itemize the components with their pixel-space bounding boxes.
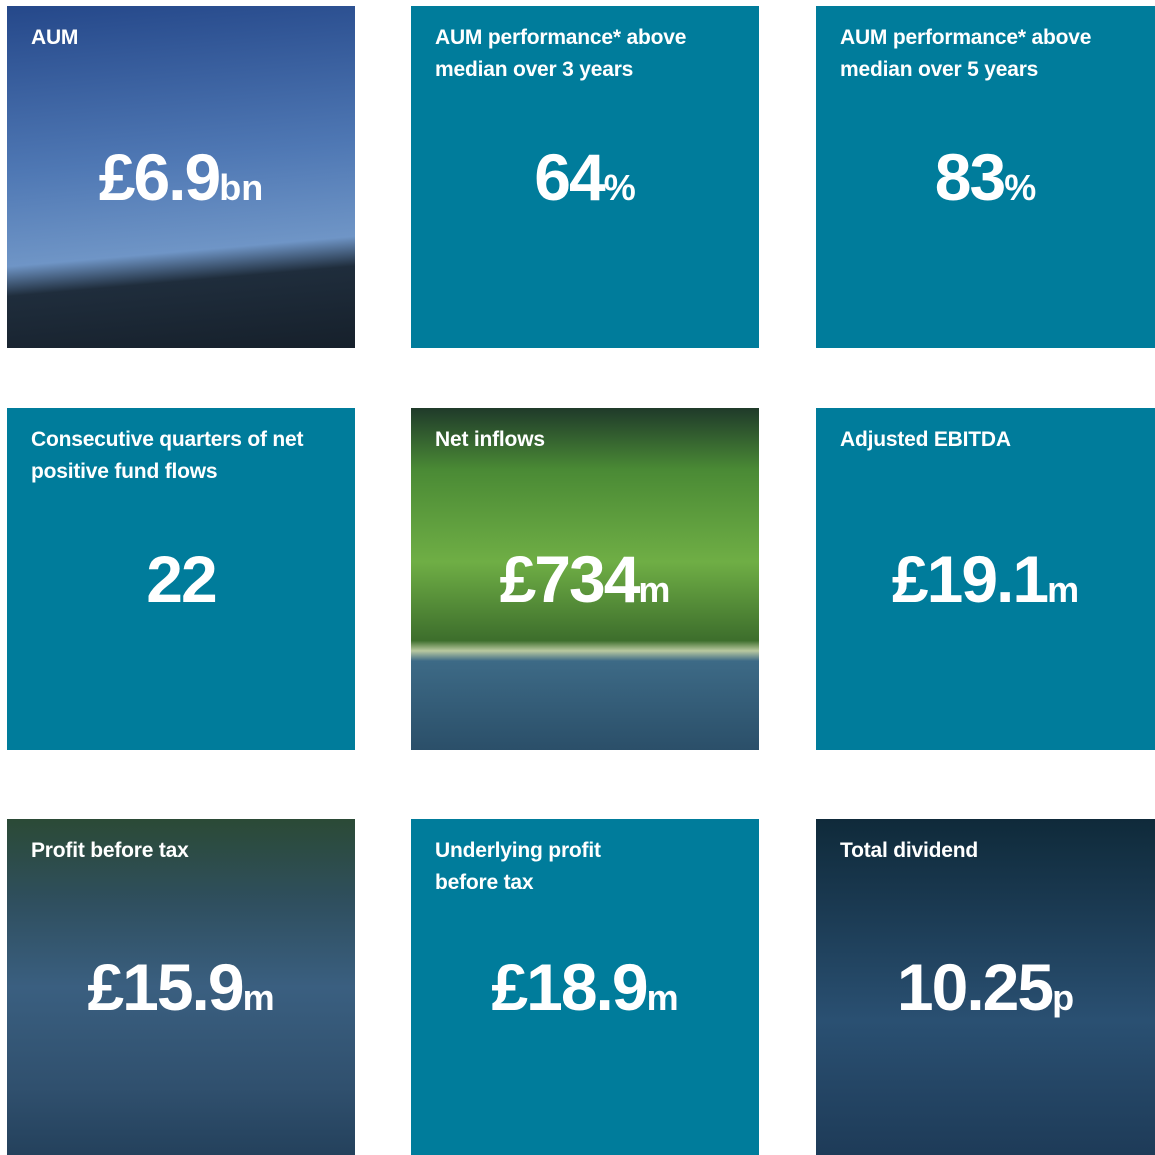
kpi-tile: Consecutive quarters of net positive fun…	[7, 408, 355, 750]
kpi-value: £19.1	[891, 542, 1049, 616]
kpi-figure: £18.9m	[411, 949, 759, 1025]
kpi-value: £15.9	[87, 950, 244, 1024]
kpi-figure: £19.1m	[816, 541, 1155, 617]
kpi-label: AUM performance* above median over 5 yea…	[840, 26, 1092, 81]
kpi-tile: Profit before tax £15.9m	[7, 819, 355, 1155]
kpi-unit: bn	[219, 167, 264, 208]
kpi-value: 22	[146, 542, 217, 616]
kpi-unit: p	[1052, 977, 1075, 1018]
kpi-unit: m	[1047, 569, 1080, 610]
kpi-unit: m	[638, 569, 671, 610]
kpi-figure: 10.25p	[816, 949, 1155, 1025]
kpi-label: Net inflows	[435, 428, 545, 451]
kpi-tile: Net inflows £734m	[411, 408, 759, 750]
kpi-figure: £15.9m	[7, 949, 355, 1025]
kpi-label: Adjusted EBITDA	[840, 428, 1011, 451]
kpi-value: £18.9	[491, 950, 648, 1024]
kpi-label: AUM performance* above median over 3 yea…	[435, 26, 687, 81]
kpi-figure: 83%	[816, 139, 1155, 215]
kpi-label: AUM	[31, 26, 79, 49]
kpi-value: 10.25	[896, 950, 1054, 1024]
kpi-figure: 64%	[411, 139, 759, 215]
kpi-unit: %	[603, 167, 636, 208]
kpi-value: 83	[934, 140, 1006, 214]
kpi-unit: m	[242, 977, 275, 1018]
kpi-label: Total dividend	[840, 839, 978, 862]
kpi-label: Profit before tax	[31, 839, 189, 862]
kpi-figure: £6.9bn	[7, 139, 355, 215]
kpi-figure: 22	[7, 541, 355, 617]
kpi-label: Underlying profit before tax	[435, 839, 601, 894]
kpi-tile: AUM performance* above median over 3 yea…	[411, 6, 759, 348]
kpi-tile: Underlying profit before tax £18.9m	[411, 819, 759, 1155]
kpi-unit: %	[1004, 167, 1037, 208]
kpi-value: 64	[534, 140, 605, 214]
kpi-value: £6.9	[98, 140, 221, 214]
kpi-tile: AUM performance* above median over 5 yea…	[816, 6, 1155, 348]
kpi-tile: Total dividend 10.25p	[816, 819, 1155, 1155]
kpi-tile: AUM £6.9bn	[7, 6, 355, 348]
kpi-value: £734	[499, 542, 641, 616]
kpi-figure: £734m	[411, 541, 759, 617]
kpi-label: Consecutive quarters of net positive fun…	[31, 428, 304, 483]
kpi-tile: Adjusted EBITDA £19.1m	[816, 408, 1155, 750]
kpi-unit: m	[646, 977, 679, 1018]
